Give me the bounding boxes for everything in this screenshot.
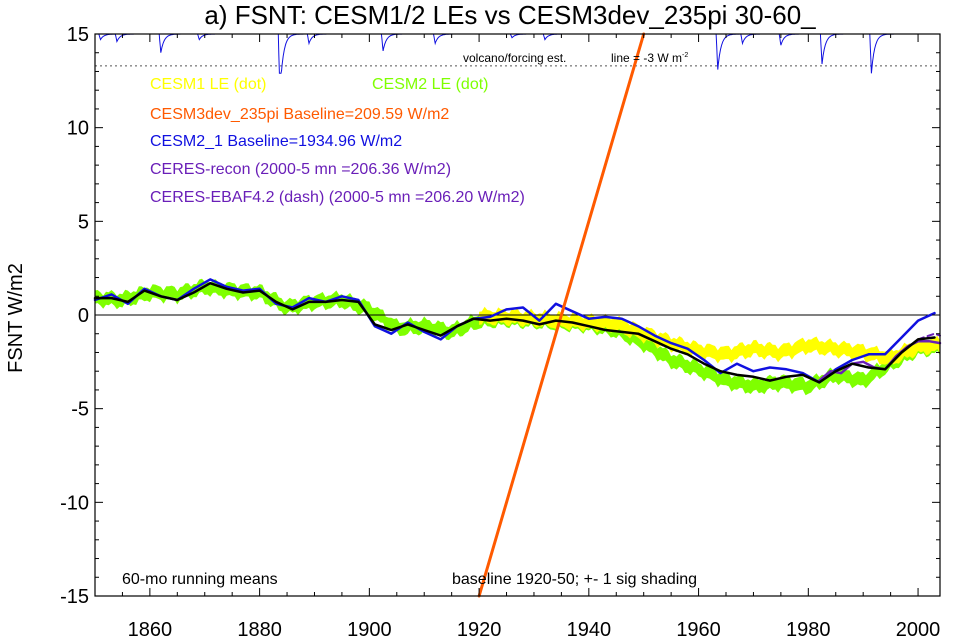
x-tick-label: 2000 [896, 619, 941, 641]
line-note-superscript: -2 [682, 52, 688, 59]
y-tick-label: -15 [60, 586, 89, 608]
y-tick-label: 15 [67, 24, 89, 46]
y-tick-label: 0 [78, 305, 89, 327]
y-tick-label: 5 [78, 211, 89, 233]
series-cesm-ensemble-mean [93, 281, 936, 384]
annotations: volcano/forcing est. line = -3 W m-2 60-… [122, 51, 697, 588]
plot-area [93, 32, 942, 598]
series-lines [93, 32, 942, 598]
legend-cesm2-1: CESM2_1 Baseline=1934.96 W/m2 [150, 133, 402, 150]
y-tick-label: -10 [60, 492, 89, 514]
x-tick-label: 1920 [457, 619, 502, 641]
x-tick-label: 1960 [676, 619, 721, 641]
series-cesm3dev-235pi-baseline-209-59-w-m2 [477, 32, 646, 598]
x-tick-label: 1940 [567, 619, 612, 641]
running-mean-annotation: 60-mo running means [122, 571, 278, 588]
legend-cesm3dev: CESM3dev_235pi Baseline=209.59 W/m2 [150, 106, 449, 123]
legend-cesm2-le: CESM2 LE (dot) [372, 76, 488, 93]
x-tick-label: 1980 [786, 619, 831, 641]
volcano-annotation: volcano/forcing est. [463, 51, 566, 65]
series-cesm2-1-baseline-1934-96-w-m2 [93, 278, 936, 384]
band-cesm2-le-dot- [95, 278, 940, 396]
line-note-text: line = -3 W m [611, 51, 682, 65]
legend-ceres-recon: CERES-recon (2000-5 mn =206.36 W/m2) [150, 161, 451, 178]
plot-frame [94, 33, 941, 597]
line-note-annotation: line = -3 W m-2 [611, 51, 688, 65]
ensemble-bands [95, 278, 940, 396]
x-tick-label: 1880 [237, 619, 282, 641]
band-cesm1-le-dot- [479, 306, 940, 365]
legend-ceres-ebaf: CERES-EBAF4.2 (dash) (2000-5 mn =206.20 … [150, 189, 525, 206]
x-tick-label: 1900 [347, 619, 392, 641]
axes: 15 10 5 0 -5 -10 -15 1860 1880 1900 1920 1940 1960 19… [60, 24, 940, 641]
baseline-annotation: baseline 1920-50; +- 1 sig shading [452, 571, 697, 588]
chart-title: a) FSNT: CESM1/2 LEs vs CESM3dev_235pi 3… [204, 0, 816, 30]
y-tick-label: -5 [71, 399, 89, 421]
x-tick-label: 1860 [128, 619, 173, 641]
legend: CESM1 LE (dot) CESM2 LE (dot) CESM3dev_2… [150, 76, 525, 206]
y-axis-label: FSNT W/m2 [5, 263, 27, 373]
legend-cesm1-le: CESM1 LE (dot) [150, 76, 266, 93]
y-tick-label: 10 [67, 118, 89, 140]
